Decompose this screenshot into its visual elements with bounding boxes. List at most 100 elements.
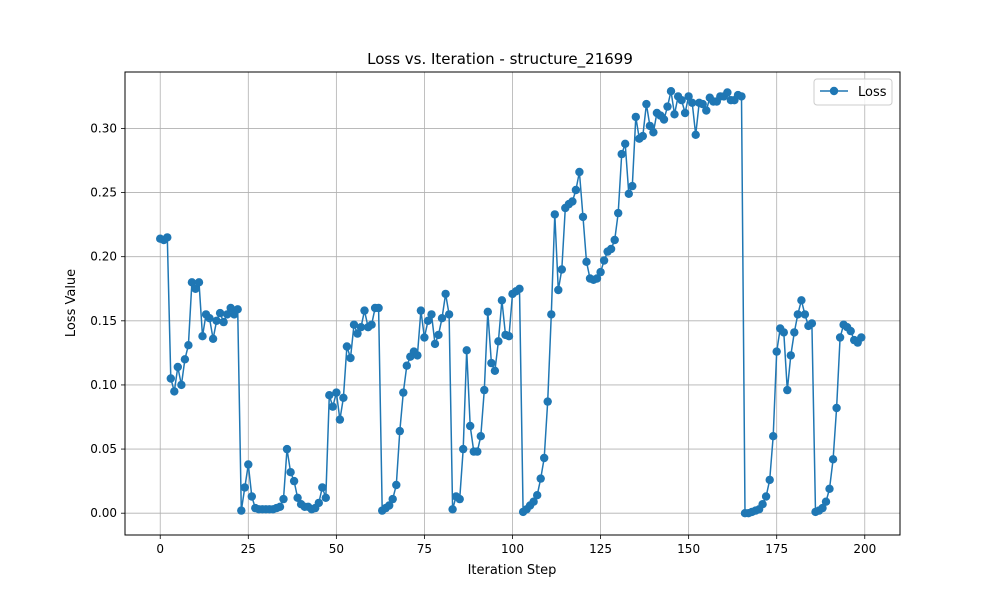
loss-point xyxy=(691,130,700,139)
loss-point xyxy=(392,480,401,490)
loss-point xyxy=(670,110,679,119)
loss-point xyxy=(282,444,292,454)
loss-point xyxy=(342,342,352,351)
loss-point xyxy=(462,346,471,355)
loss-point xyxy=(198,332,207,341)
loss-point xyxy=(388,494,397,504)
x-tick-label: 50 xyxy=(329,542,344,556)
legend-box xyxy=(813,78,893,106)
loss-point xyxy=(642,99,651,109)
loss-point xyxy=(205,314,214,323)
loss-point xyxy=(677,96,686,105)
loss-point xyxy=(571,185,581,195)
loss-point xyxy=(490,366,500,375)
loss-point xyxy=(325,391,334,400)
loss-point xyxy=(374,303,383,313)
loss-point xyxy=(610,235,619,245)
loss-point xyxy=(473,447,482,456)
loss-point xyxy=(575,167,584,177)
grid xyxy=(125,72,900,535)
loss-point xyxy=(578,212,588,222)
loss-point xyxy=(624,189,633,198)
loss-point xyxy=(177,380,186,390)
loss-point xyxy=(825,484,834,493)
loss-point xyxy=(434,330,443,340)
loss-point xyxy=(645,121,655,131)
loss-point xyxy=(592,274,602,283)
loss-point xyxy=(554,285,563,295)
legend-label-loss: Loss xyxy=(858,85,887,100)
x-axis-label: Iteration Step xyxy=(468,563,557,578)
loss-point xyxy=(335,415,345,424)
loss-point xyxy=(606,244,616,254)
y-tick-label: 0.10 xyxy=(90,378,117,392)
loss-point xyxy=(353,329,362,338)
loss-point xyxy=(194,278,204,287)
loss-point xyxy=(596,267,605,277)
loss-point xyxy=(385,501,394,510)
y-tick-label: 0.25 xyxy=(90,186,117,200)
series-loss xyxy=(156,87,866,518)
loss-point xyxy=(208,334,218,343)
x-tick-label: 150 xyxy=(677,542,700,556)
y-tick-label: 0.00 xyxy=(90,506,117,520)
loss-point xyxy=(180,355,190,364)
loss-point xyxy=(497,296,507,305)
loss-point xyxy=(723,88,732,97)
loss-point xyxy=(173,362,182,372)
loss-point xyxy=(765,475,774,485)
y-tick-label: 0.20 xyxy=(90,250,117,264)
loss-point xyxy=(480,385,489,395)
loss-point xyxy=(166,374,175,383)
loss-point xyxy=(339,393,348,402)
loss-point xyxy=(772,347,781,356)
loss-point xyxy=(399,388,408,397)
loss-point xyxy=(638,131,647,141)
loss-point xyxy=(786,351,795,360)
loss-point xyxy=(621,139,630,148)
loss-point xyxy=(529,497,538,506)
loss-point xyxy=(413,351,422,360)
loss-point xyxy=(582,257,591,266)
loss-point xyxy=(547,310,556,319)
loss-point xyxy=(328,402,337,411)
loss-point xyxy=(215,308,225,318)
loss-point xyxy=(599,256,609,265)
loss-point xyxy=(828,455,838,464)
legend: Loss xyxy=(813,78,893,106)
loss-point xyxy=(807,319,817,328)
loss-point xyxy=(533,491,542,500)
loss-point xyxy=(818,503,827,513)
loss-point xyxy=(846,326,855,336)
loss-point xyxy=(793,310,802,319)
loss-point xyxy=(790,328,799,337)
loss-point xyxy=(680,108,690,118)
loss-point xyxy=(543,397,552,406)
x-tick-label: 75 xyxy=(417,542,432,556)
loss-point xyxy=(286,468,295,477)
loss-point xyxy=(758,500,767,509)
loss-point xyxy=(191,284,200,293)
loss-point xyxy=(448,505,457,514)
loss-point xyxy=(557,265,566,274)
loss-point xyxy=(349,320,359,329)
loss-point xyxy=(494,337,503,346)
loss-point xyxy=(427,310,436,319)
loss-point xyxy=(441,289,450,299)
loss-point xyxy=(430,339,440,349)
loss-point xyxy=(761,492,771,501)
loss-point xyxy=(275,502,285,511)
loss-point xyxy=(420,333,429,342)
loss-point xyxy=(835,333,845,342)
loss-point xyxy=(821,497,831,506)
loss-point xyxy=(800,310,810,319)
y-tick-label: 0.05 xyxy=(90,442,117,456)
y-axis-label: Loss Value xyxy=(64,269,79,337)
loss-point xyxy=(702,106,711,115)
loss-point xyxy=(402,361,411,370)
x-tick-label: 0 xyxy=(156,542,164,556)
loss-point xyxy=(356,323,366,332)
loss-point xyxy=(367,320,376,329)
loss-point xyxy=(444,310,454,319)
